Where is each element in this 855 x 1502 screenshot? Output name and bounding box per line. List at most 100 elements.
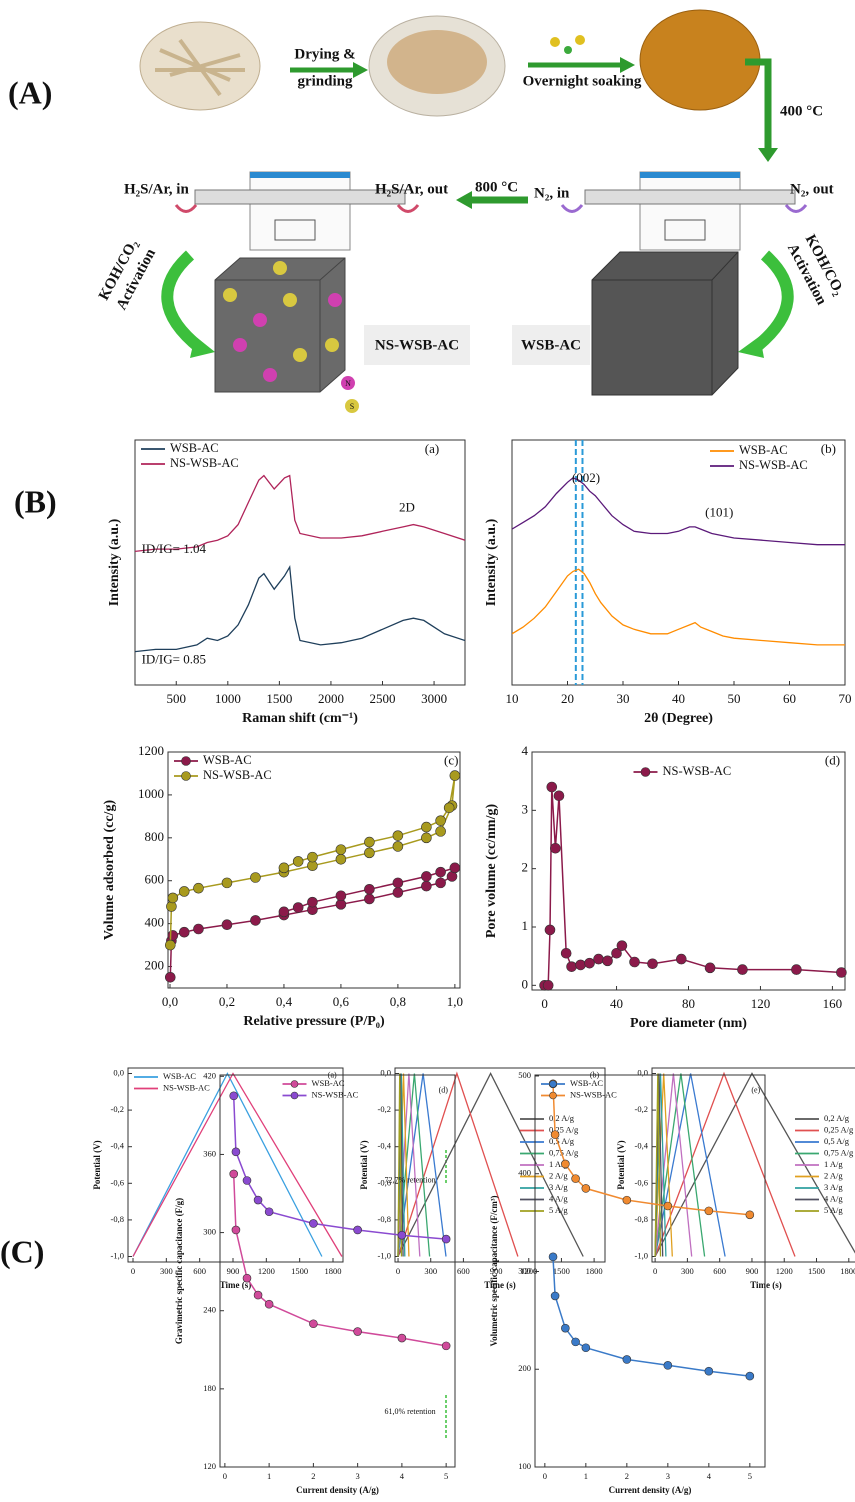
furnace-top <box>640 172 740 178</box>
data-point <box>676 954 686 964</box>
legend-label: 5 A/g <box>549 1205 568 1215</box>
data-point <box>293 903 303 913</box>
furnace-tube <box>585 190 795 204</box>
furnace <box>640 172 740 250</box>
x-axis-label: 2θ (Degree) <box>644 711 713 726</box>
gas-label: H₂S/Ar, in <box>124 181 189 197</box>
gas-label: H₂S/Ar, out <box>375 181 448 197</box>
product-label: WSB-AC <box>521 337 581 353</box>
y-axis-label: Intensity (a.u.) <box>107 518 122 606</box>
product-label: NS-WSB-AC <box>375 337 459 353</box>
x-tick-label: 120 <box>751 996 771 1011</box>
legend-label: 0,5 A/g <box>824 1136 850 1146</box>
annotation: (d) <box>439 1086 449 1095</box>
y-tick-label: 500 <box>518 1070 531 1080</box>
data-point <box>309 1320 317 1328</box>
doped-cube <box>215 258 345 392</box>
s-atom <box>223 288 237 302</box>
data-point <box>705 963 715 973</box>
data-point <box>436 878 446 888</box>
data-point <box>582 1344 590 1352</box>
y-tick-label: 420 <box>203 1070 216 1080</box>
data-point <box>250 873 260 883</box>
x-tick-label: 50 <box>728 691 741 706</box>
data-point <box>561 1160 569 1168</box>
data-point <box>421 881 431 891</box>
legend-label: 0,2 A/g <box>549 1113 575 1123</box>
data-point <box>436 816 446 826</box>
x-tick-label: 300 <box>681 1266 694 1276</box>
y-tick-label: -0,2 <box>635 1104 648 1114</box>
x-tick-label: 1800 <box>325 1266 342 1276</box>
y-tick-label: -0,2 <box>111 1104 124 1114</box>
legend-label: WSB-AC <box>739 443 788 457</box>
x-tick-label: 1500 <box>291 1266 308 1276</box>
legend-label: WSB-AC <box>170 441 219 455</box>
legend-label: 0,75 A/g <box>549 1147 579 1157</box>
legend-marker <box>182 757 191 766</box>
x-tick-label: 2 <box>311 1471 315 1481</box>
data-point <box>561 1324 569 1332</box>
legend-label: 1 A/g <box>824 1159 843 1169</box>
x-tick-label: 0,8 <box>390 994 406 1009</box>
data-point <box>421 833 431 843</box>
data-point <box>254 1196 262 1204</box>
legend-label: 4 A/g <box>824 1193 843 1203</box>
furnace-tube <box>195 190 405 204</box>
legend-label: NS-WSB-AC <box>312 1089 359 1099</box>
y-tick-label: -1,0 <box>378 1250 391 1260</box>
step-label: Overnight soaking <box>523 73 642 89</box>
annotation: (002) <box>572 470 600 485</box>
x-tick-label: 1200 <box>776 1266 793 1276</box>
legend-label: WSB-AC <box>163 1071 196 1081</box>
data-point <box>450 771 460 781</box>
y-tick-label: 1 <box>522 918 529 933</box>
legend-label: N <box>345 379 351 388</box>
data-point <box>791 965 801 975</box>
data-point <box>436 826 446 836</box>
y-tick-label: 4 <box>522 743 529 758</box>
legend-label: NS-WSB-AC <box>663 764 732 778</box>
x-tick-label: 300 <box>160 1266 173 1276</box>
y-tick-label: 0,0 <box>637 1067 648 1077</box>
y-tick-label: 240 <box>203 1305 216 1315</box>
x-tick-label: 1000 <box>215 691 241 706</box>
data-point <box>746 1372 754 1380</box>
x-tick-label: 0 <box>223 1471 227 1481</box>
s-atom <box>293 348 307 362</box>
x-tick-label: 5 <box>444 1471 448 1481</box>
n-atom <box>253 313 267 327</box>
data-point <box>232 1226 240 1234</box>
x-tick-label: 0 <box>541 996 548 1011</box>
x-tick-label: 160 <box>823 996 843 1011</box>
figure: (A) (B) (C) Drying & grinding Overnight … <box>0 0 855 1502</box>
annotation: (a) <box>425 441 439 456</box>
data-point <box>582 1184 590 1192</box>
x-tick-label: 1500 <box>808 1266 825 1276</box>
y-tick-label: -0,8 <box>111 1214 124 1224</box>
data-point <box>603 956 613 966</box>
x-axis-label: Time (s) <box>750 1280 782 1290</box>
data-point <box>279 907 289 917</box>
panel-label: (C) <box>0 1233 44 1269</box>
x-axis-label: Current density (A/g) <box>609 1485 692 1495</box>
data-point <box>398 1231 406 1239</box>
x-tick-label: 0 <box>543 1471 547 1481</box>
data-point <box>307 852 317 862</box>
x-tick-label: 2500 <box>370 691 396 706</box>
step-label: Drying & <box>294 46 355 62</box>
x-tick-label: 1500 <box>266 691 292 706</box>
annotation: ID/IG= 0.85 <box>142 651 206 666</box>
panel-label: (B) <box>14 483 57 519</box>
molecule <box>564 46 572 54</box>
data-point <box>243 1176 251 1184</box>
data-point <box>617 941 627 951</box>
y-axis-label: Gravimetric specific capacitance (F/g) <box>174 1198 184 1344</box>
legend-label: 3 A/g <box>824 1182 843 1192</box>
annotation: 72,7% retention <box>385 1176 436 1185</box>
data-point <box>165 972 175 982</box>
data-point <box>336 845 346 855</box>
y-tick-label: -0,4 <box>378 1141 392 1151</box>
data-point <box>250 915 260 925</box>
legend-marker <box>291 1092 298 1099</box>
